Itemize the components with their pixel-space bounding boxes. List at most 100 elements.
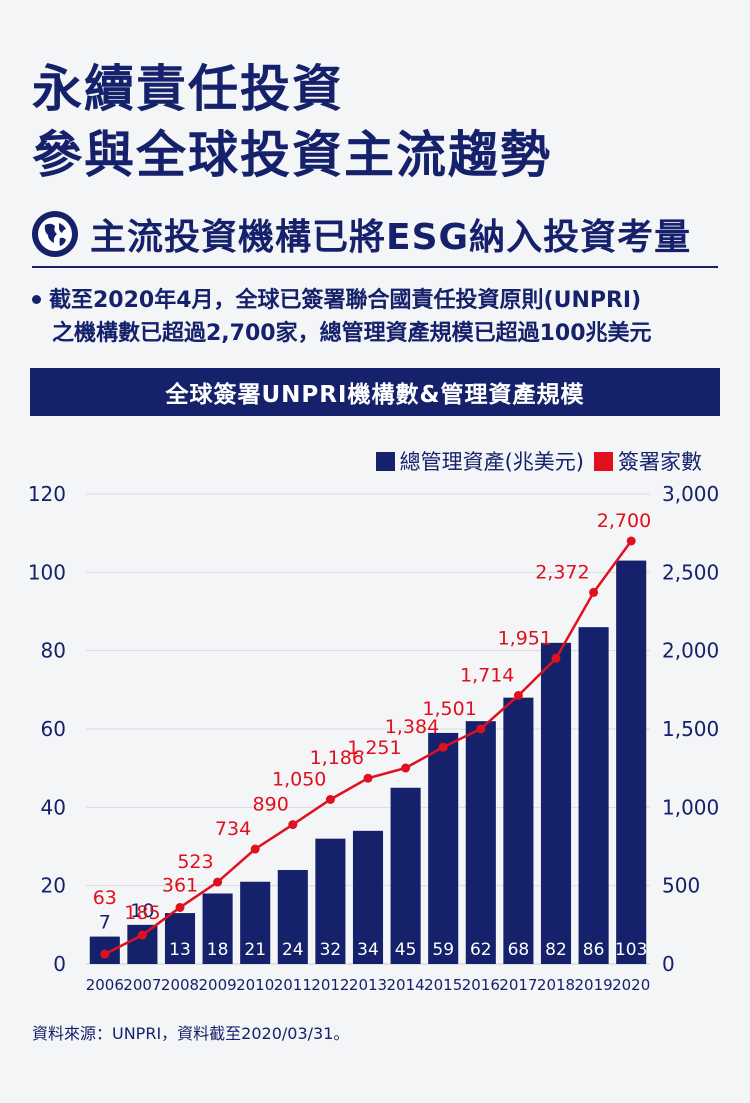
- line-value-label: 523: [177, 851, 213, 873]
- y-right-tick-label: 1,000: [662, 795, 719, 819]
- bar: [164, 913, 196, 964]
- line-value-label: 1,951: [498, 627, 552, 649]
- source-note: 資料來源：UNPRI，資料截至2020/03/31。: [32, 1024, 350, 1043]
- bar: [315, 838, 346, 964]
- bar-value-label: 103: [615, 940, 647, 960]
- bar-value-label: 86: [583, 940, 605, 960]
- line-point: [175, 902, 185, 912]
- bullet-line1: 截至2020年4月，全球已簽署聯合國責任投資原則(UNPRI): [49, 288, 642, 313]
- bar-value-label: 34: [357, 940, 379, 960]
- bar: [578, 627, 609, 964]
- y-left-tick-label: 80: [41, 639, 66, 663]
- line-value-label: 361: [162, 874, 198, 896]
- line-point: [288, 820, 298, 830]
- line-value-label: 185: [124, 902, 160, 924]
- x-tick-label: 2015: [424, 976, 462, 994]
- y-left-tick-label: 20: [41, 874, 66, 898]
- line-point: [438, 742, 448, 752]
- line-point: [513, 690, 523, 700]
- line-value-label: 890: [253, 794, 289, 816]
- bar-value-label: 59: [432, 940, 454, 960]
- y-left-tick-label: 40: [41, 795, 66, 819]
- bar-value-label: 68: [508, 940, 530, 960]
- line-point: [100, 949, 110, 959]
- combo-chart: 0 20 40 60 80 100 120 0 500 1,000 1,500 2,000 2,500 3…: [28, 482, 719, 994]
- line-point: [589, 587, 599, 597]
- bar: [465, 721, 496, 964]
- y-right-tick-label: 0: [662, 952, 675, 976]
- bar-value-label: 45: [395, 940, 417, 960]
- y-right-tick-label: 1,500: [662, 717, 719, 741]
- line-point: [213, 877, 223, 887]
- line-value-label: 734: [215, 818, 251, 840]
- line-point: [137, 930, 147, 940]
- bar: [277, 870, 308, 964]
- x-tick-label: 2008: [161, 976, 199, 994]
- bar-value-label: 32: [320, 940, 342, 960]
- bar: [503, 697, 534, 964]
- x-tick-label: 2018: [537, 976, 575, 994]
- legend-swatch-signatories: [594, 451, 613, 471]
- line-value-label: 1,186: [310, 747, 364, 769]
- legend-item-assets: 總管理資產(兆美元): [375, 446, 584, 476]
- subheading: 主流投資機構已將ESG納入投資考量: [32, 206, 691, 262]
- x-tick-label: 2012: [311, 976, 349, 994]
- chart-title-banner: 全球簽署UNPRI機構數&管理資產規模: [30, 368, 720, 416]
- bar: [390, 787, 421, 964]
- line-value-label: 63: [93, 887, 117, 909]
- bar: [202, 893, 233, 964]
- bar: [240, 881, 271, 964]
- line-value-label: 1,384: [385, 716, 439, 738]
- x-tick-label: 2013: [349, 976, 387, 994]
- line-value-label: 2,700: [597, 510, 651, 532]
- page-title-line2: 參與全球投資主流趨勢: [32, 126, 552, 184]
- legend-label-signatories: 簽署家數: [618, 450, 702, 474]
- bar-value-label: 18: [207, 940, 229, 960]
- line-point: [626, 536, 636, 546]
- line-value-label: 1,501: [422, 698, 476, 720]
- bar-value-label: 24: [282, 940, 304, 960]
- line-point: [476, 724, 486, 734]
- x-tick-label: 2010: [236, 976, 274, 994]
- x-tick-label: 2009: [199, 976, 237, 994]
- bar-value-label: 13: [169, 940, 191, 960]
- y-left-tick-label: 0: [53, 952, 66, 976]
- bullet-line2: 之機構數已超過2,700家，總管理資產規模已超過100兆美元: [52, 321, 652, 346]
- bar: [540, 642, 572, 964]
- x-tick-label: 2007: [123, 976, 161, 994]
- divider: [32, 266, 718, 268]
- bullet-dot: [32, 294, 41, 304]
- y-right-tick-label: 2,500: [662, 560, 719, 584]
- x-tick-label: 2017: [499, 976, 537, 994]
- line-point: [401, 763, 411, 773]
- y-left-tick-label: 60: [41, 717, 66, 741]
- y-right-tick-label: 2,000: [662, 639, 719, 663]
- legend-item-signatories: 簽署家數: [594, 446, 702, 476]
- x-tick-label: 2019: [575, 976, 613, 994]
- bar: [616, 560, 647, 964]
- bar-value-label: 10: [130, 900, 154, 922]
- bar-value-label: 7: [99, 912, 111, 934]
- line-value-label: 1,714: [460, 664, 514, 686]
- line-point: [551, 653, 561, 663]
- y-right-tick-label: 500: [662, 874, 700, 898]
- y-left-tick-label: 100: [28, 560, 66, 584]
- x-tick-label: 2020: [612, 976, 650, 994]
- bullet-text: 截至2020年4月，全球已簽署聯合國責任投資原則(UNPRI) 之機構數已超過2…: [32, 284, 722, 350]
- subheading-text: 主流投資機構已將ESG納入投資考量: [90, 217, 692, 258]
- chart-legend: 總管理資產(兆美元) 簽署家數: [366, 446, 702, 476]
- y-left-tick-label: 120: [28, 482, 66, 506]
- x-tick-label: 2006: [86, 976, 124, 994]
- line-value-label: 2,372: [535, 561, 589, 583]
- line-point: [325, 795, 335, 804]
- bar-value-label: 82: [545, 940, 567, 960]
- line-value-label: 1,251: [347, 737, 401, 759]
- bar: [428, 732, 459, 964]
- x-tick-label: 2016: [462, 976, 500, 994]
- legend-label-assets: 總管理資產(兆美元): [399, 450, 584, 474]
- bar: [352, 830, 384, 964]
- line-value-label: 1,050: [272, 769, 326, 791]
- x-tick-label: 2014: [387, 976, 425, 994]
- bar-value-label: 21: [244, 940, 266, 960]
- bar-value-label: 62: [470, 940, 492, 960]
